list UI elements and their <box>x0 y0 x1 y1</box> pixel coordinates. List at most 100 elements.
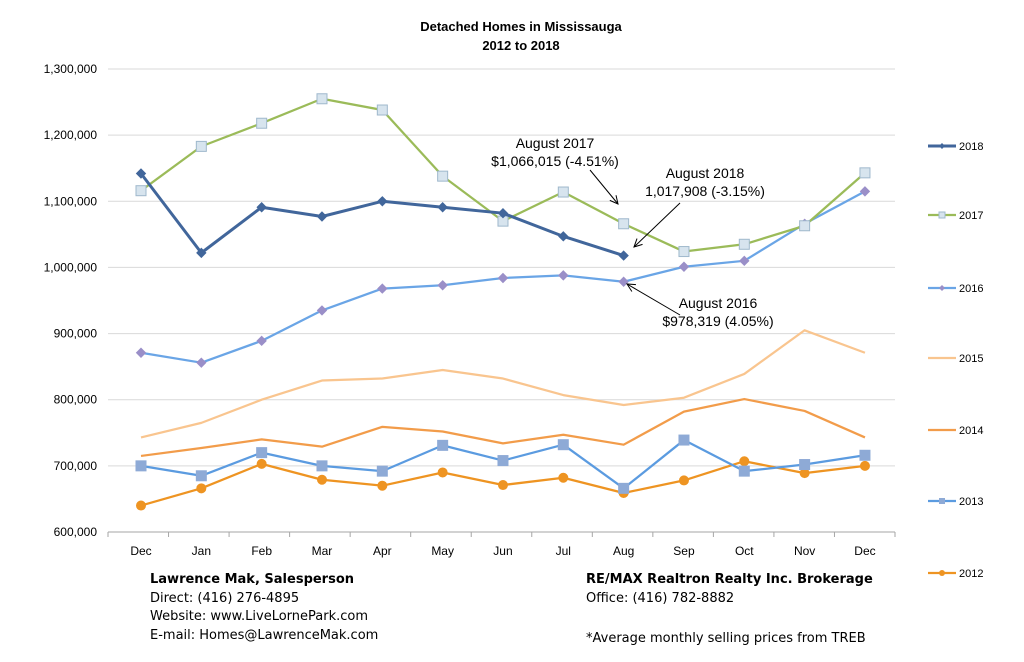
annotation-arrow <box>589 169 619 205</box>
data-point-2018 <box>377 196 388 207</box>
data-point-2013 <box>799 459 811 471</box>
series-2018 <box>135 168 629 261</box>
x-tick-label: Aug <box>613 544 634 558</box>
data-point-2018 <box>256 202 267 213</box>
data-point-2013 <box>376 465 388 477</box>
y-tick-label: 1,100,000 <box>44 194 98 208</box>
series-lines <box>135 93 871 511</box>
x-tick-label: Jul <box>556 544 571 558</box>
legend-entry-2018: 2018 <box>928 141 983 153</box>
data-point-2013 <box>497 455 509 467</box>
data-point-2013 <box>316 460 328 472</box>
legend-label: 2018 <box>959 141 983 153</box>
annotation-2016: August 2016 $978,319 (4.05%) <box>626 283 774 329</box>
data-point-2017 <box>738 238 750 250</box>
source-note-text: *Average monthly selling prices from TRE… <box>586 631 866 646</box>
data-point-2012 <box>678 475 689 486</box>
data-point-2016 <box>739 255 750 267</box>
legend-label: 2017 <box>959 210 983 222</box>
data-point-2016 <box>316 305 328 316</box>
data-point-2017 <box>195 140 207 152</box>
annotation-text: $1,066,015 (-4.51%) <box>491 153 619 169</box>
data-point-2018 <box>497 207 509 219</box>
chart-subtitle: 2012 to 2018 <box>482 38 559 53</box>
data-point-2016 <box>377 283 388 294</box>
data-point-2016 <box>497 272 509 284</box>
annotation-2017: August 2017 $1,066,015 (-4.51%) <box>491 135 619 205</box>
y-tick-label: 700,000 <box>54 459 98 473</box>
data-point-2017 <box>256 117 268 129</box>
data-point-2016 <box>256 335 267 347</box>
annotation-arrow-head <box>626 283 636 292</box>
annotation-arrow <box>633 202 681 248</box>
legend-entry-2013: 2013 <box>928 496 983 508</box>
data-point-2017 <box>316 93 328 105</box>
data-point-2013 <box>738 465 750 477</box>
x-tick-label: Jan <box>192 544 211 558</box>
data-point-2013 <box>135 460 147 472</box>
data-point-2013 <box>437 439 449 451</box>
axes: 600,000 700,000 800,000 900,000 1,000,000 1,1… <box>44 62 896 558</box>
data-point-2012 <box>256 458 267 469</box>
data-point-2017 <box>135 185 147 197</box>
annotation-arrow <box>626 283 681 316</box>
x-tick-label: Nov <box>794 544 815 558</box>
annotation-text: August 2017 <box>516 135 595 151</box>
y-tick-label: 1,300,000 <box>44 62 98 76</box>
agent-website: Website: www.LiveLornePark.com <box>150 609 369 624</box>
legend-marker <box>939 570 945 576</box>
annotations: August 2017$1,066,015 (-4.51%)August 201… <box>491 135 773 329</box>
legend-label: 2016 <box>959 283 983 295</box>
series-2012 <box>136 456 870 511</box>
data-point-2013 <box>678 434 690 446</box>
annotation-arrow-head <box>609 195 619 205</box>
data-point-2017 <box>437 170 449 182</box>
series-line-2015 <box>140 329 866 439</box>
data-point-2012 <box>859 460 870 471</box>
y-tick-label: 1,000,000 <box>44 260 98 274</box>
annotation-2018: August 2018 1,017,908 (-3.15%) <box>633 165 765 248</box>
data-point-2012 <box>437 467 448 478</box>
legend-marker <box>939 498 945 504</box>
y-tick-label: 800,000 <box>54 393 98 407</box>
data-point-2013 <box>557 439 569 451</box>
annotation-text: $978,319 (4.05%) <box>662 313 773 329</box>
series-2015 <box>140 329 866 439</box>
agent-email: E-mail: Homes@LawrenceMak.com <box>150 627 379 643</box>
x-tick-label: May <box>431 544 454 558</box>
x-tick-label: Oct <box>735 544 754 558</box>
series-line-2018 <box>139 172 625 258</box>
data-point-2016 <box>196 357 207 368</box>
annotation-text: August 2016 <box>679 295 758 311</box>
data-point-2017 <box>618 218 630 230</box>
data-point-2017 <box>799 220 811 232</box>
data-point-2012 <box>377 480 388 491</box>
legend-entry-2012: 2012 <box>928 568 983 580</box>
data-point-2018 <box>437 202 448 213</box>
legend-marker <box>938 211 946 219</box>
data-point-2016 <box>437 280 448 291</box>
data-point-2013 <box>859 449 871 461</box>
y-tick-label: 1,200,000 <box>44 128 98 142</box>
data-point-2012 <box>136 500 146 511</box>
data-point-2018 <box>135 168 147 179</box>
data-point-2017 <box>678 246 690 258</box>
x-tick-label: Apr <box>373 544 392 558</box>
data-point-2013 <box>195 470 207 482</box>
data-point-2012 <box>739 456 750 467</box>
data-point-2012 <box>196 483 207 494</box>
data-point-2017 <box>557 186 569 198</box>
x-tick-label: Dec <box>854 544 875 558</box>
annotation-arrow-head <box>633 238 643 248</box>
x-tick-label: Sep <box>673 544 695 558</box>
brokerage-office-phone: Office: (416) 782-8882 <box>586 590 735 606</box>
legend-label: 2013 <box>959 496 983 508</box>
legend-marker <box>939 285 945 291</box>
series-2014 <box>140 397 866 458</box>
data-point-2016 <box>618 276 629 287</box>
agent-contact-block: Lawrence Mak, Salesperson Direct: (416) … <box>150 571 378 645</box>
x-tick-label: Dec <box>130 544 151 558</box>
series-line-2017 <box>140 97 866 253</box>
data-point-2013 <box>618 482 630 494</box>
data-point-2016 <box>859 186 871 197</box>
